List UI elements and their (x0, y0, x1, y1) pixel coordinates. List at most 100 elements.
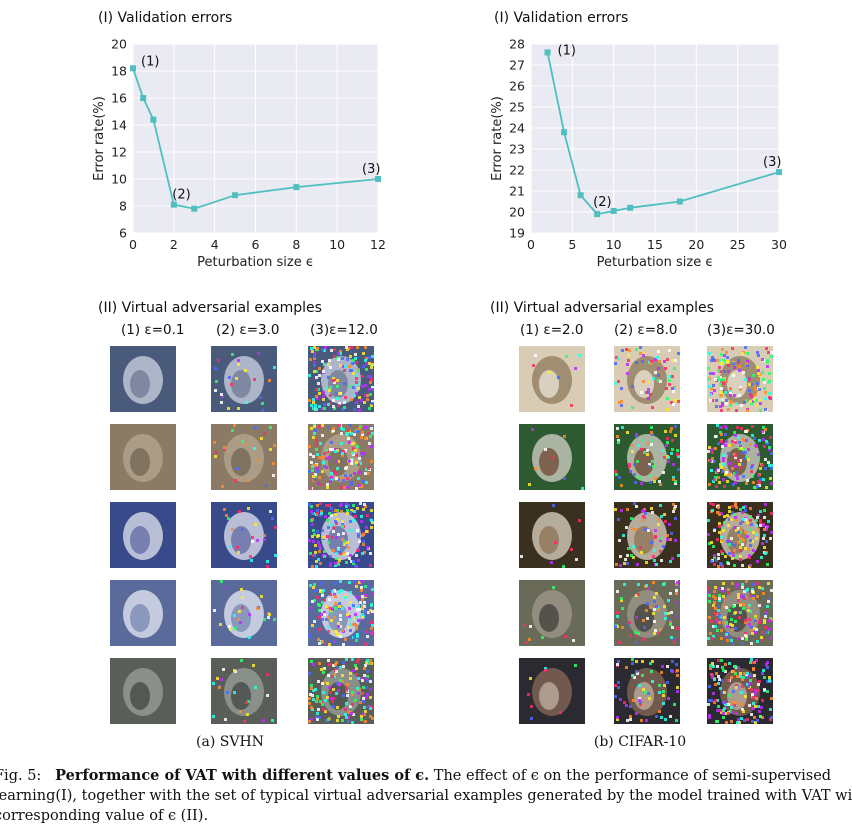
perturbation-pixel (333, 381, 336, 384)
perturbation-pixel (550, 561, 553, 564)
perturbation-pixel (563, 477, 566, 480)
perturbation-pixel (664, 617, 667, 620)
perturbation-pixel (341, 525, 344, 528)
perturbation-pixel (334, 450, 337, 453)
perturbation-pixel (365, 630, 368, 633)
example-image-graphic (614, 346, 680, 412)
perturbation-pixel (674, 482, 677, 485)
perturbation-pixel (616, 718, 619, 721)
perturbation-pixel (313, 425, 316, 428)
perturbation-pixel (256, 539, 259, 542)
perturbation-pixel (228, 376, 231, 379)
perturbation-pixel (350, 459, 353, 462)
perturbation-pixel (627, 354, 630, 357)
example-image-graphic (308, 658, 374, 724)
perturbation-pixel (721, 399, 724, 402)
perturbation-pixel (329, 607, 332, 610)
perturbation-pixel (316, 509, 319, 512)
perturbation-pixel (323, 407, 326, 410)
perturbation-pixel (327, 718, 330, 721)
perturbation-pixel (648, 463, 651, 466)
perturbation-pixel (333, 348, 336, 351)
perturbation-pixel (765, 663, 768, 666)
perturbation-pixel (668, 349, 671, 352)
perturbation-pixel (370, 427, 373, 430)
perturbation-pixel (311, 465, 314, 468)
perturbation-pixel (311, 694, 314, 697)
perturbation-pixel (630, 554, 633, 557)
perturbation-pixel (370, 378, 373, 381)
perturbation-pixel (749, 507, 752, 510)
svhn-example-image (308, 424, 374, 490)
perturbation-pixel (642, 619, 645, 622)
perturbation-pixel (327, 426, 330, 429)
perturbation-pixel (367, 375, 370, 378)
perturbation-pixel (735, 474, 738, 477)
perturbation-pixel (757, 372, 760, 375)
perturbation-pixel (347, 716, 350, 719)
perturbation-pixel (743, 672, 746, 675)
perturbation-pixel (717, 609, 720, 612)
perturbation-pixel (662, 471, 665, 474)
perturbation-pixel (626, 431, 629, 434)
example-image-graphic (519, 346, 585, 412)
cifar-example-image (707, 502, 773, 568)
cifar-example-image (614, 346, 680, 412)
perturbation-pixel (348, 581, 351, 584)
perturbation-pixel (351, 693, 354, 696)
perturbation-pixel (718, 366, 721, 369)
perturbation-pixel (352, 560, 355, 563)
perturbation-pixel (737, 541, 740, 544)
perturbation-pixel (578, 354, 581, 357)
perturbation-pixel (315, 700, 318, 703)
perturbation-pixel (240, 659, 243, 662)
perturbation-pixel (744, 346, 747, 349)
perturbation-pixel (323, 613, 326, 616)
perturbation-pixel (768, 372, 771, 375)
perturbation-pixel (642, 509, 645, 512)
perturbation-pixel (750, 626, 753, 629)
perturbation-pixel (725, 721, 728, 724)
perturbation-pixel (336, 518, 339, 521)
perturbation-pixel (369, 393, 372, 396)
perturbation-pixel (660, 515, 663, 518)
perturbation-pixel (330, 472, 333, 475)
perturbation-pixel (770, 589, 773, 592)
perturbation-pixel (358, 471, 361, 474)
perturbation-pixel (260, 595, 263, 598)
perturbation-pixel (651, 439, 654, 442)
perturbation-pixel (724, 391, 727, 394)
perturbation-pixel (552, 586, 555, 589)
perturbation-pixel (322, 589, 325, 592)
perturbation-pixel (616, 716, 619, 719)
perturbation-pixel (330, 478, 333, 481)
perturbation-pixel (651, 433, 654, 436)
perturbation-pixel (724, 555, 727, 558)
perturbation-pixel (750, 466, 753, 469)
perturbation-pixel (750, 395, 753, 398)
perturbation-pixel (327, 630, 330, 633)
perturbation-pixel (662, 690, 665, 693)
perturbation-pixel (735, 701, 738, 704)
image-subject-detail (539, 448, 559, 476)
perturbation-pixel (732, 690, 735, 693)
perturbation-pixel (728, 552, 731, 555)
series-line (546, 52, 780, 216)
perturbation-pixel (628, 465, 631, 468)
perturbation-pixel (716, 665, 719, 668)
perturbation-pixel (723, 605, 726, 608)
perturbation-pixel (349, 511, 352, 514)
perturbation-pixel (363, 551, 366, 554)
perturbation-pixel (718, 614, 721, 617)
perturbation-pixel (748, 378, 751, 381)
perturbation-pixel (332, 377, 335, 380)
perturbation-pixel (341, 538, 344, 541)
perturbation-pixel (759, 510, 762, 513)
perturbation-pixel (351, 452, 354, 455)
perturbation-pixel (634, 528, 637, 531)
perturbation-pixel (720, 512, 723, 515)
perturbation-pixel (273, 618, 276, 621)
right-examples-title: (II) Virtual adversarial examples (490, 300, 714, 316)
perturbation-pixel (317, 708, 320, 711)
perturbation-pixel (768, 448, 771, 451)
